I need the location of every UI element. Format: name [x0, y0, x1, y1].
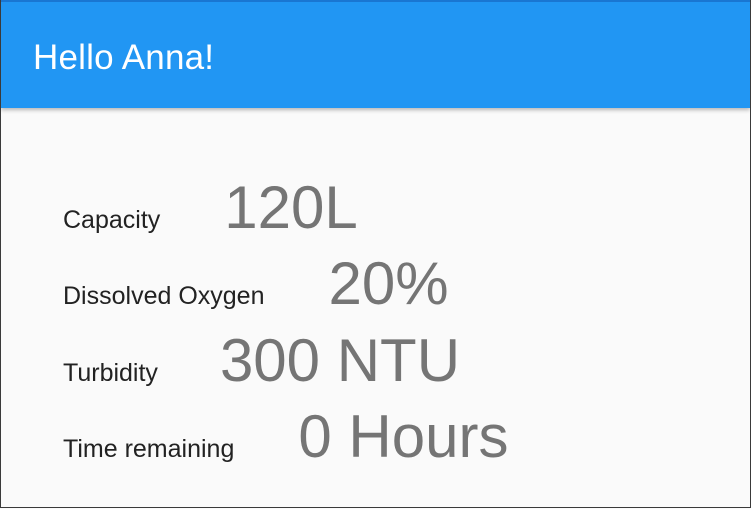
- stat-row-capacity: Capacity 120L: [63, 176, 358, 240]
- turbidity-label: Turbidity: [63, 359, 158, 387]
- stat-row-turbidity: Turbidity 300 NTU: [63, 329, 460, 393]
- time-remaining-value: 0 Hours: [298, 403, 509, 470]
- stat-row-time-remaining: Time remaining 0 Hours: [63, 405, 508, 469]
- time-remaining-label: Time remaining: [63, 435, 235, 463]
- dissolved-oxygen-label: Dissolved Oxygen: [63, 282, 265, 310]
- app-bar: Hello Anna!: [1, 0, 750, 108]
- turbidity-value: 300 NTU: [219, 327, 461, 394]
- page-title: Hello Anna!: [33, 38, 215, 77]
- dissolved-oxygen-value: 20%: [328, 250, 449, 317]
- stat-row-dissolved-oxygen: Dissolved Oxygen 20%: [63, 252, 449, 316]
- capacity-label: Capacity: [63, 206, 161, 234]
- capacity-value: 120L: [224, 174, 358, 241]
